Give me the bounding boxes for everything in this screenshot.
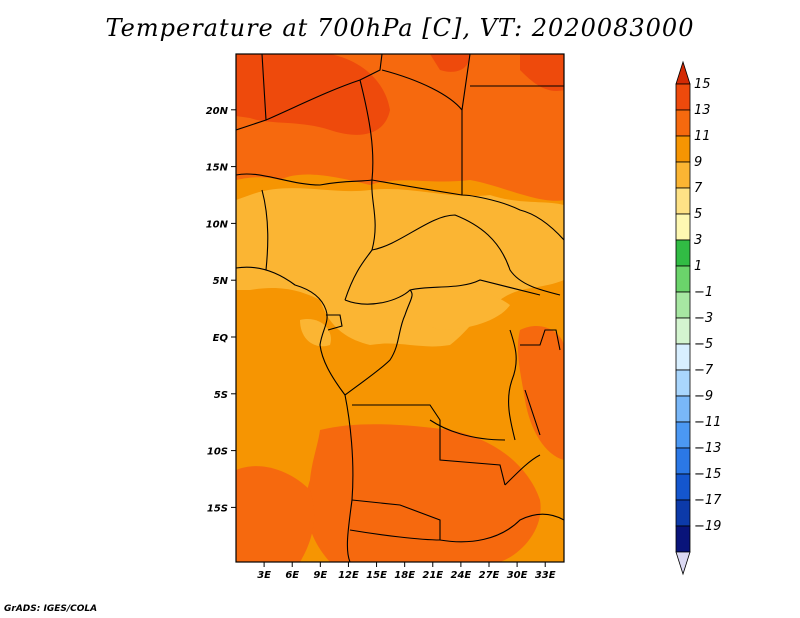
colorbar-swatch <box>675 473 691 501</box>
colorbar-label: −9 <box>694 389 713 404</box>
lon-tick-label: 15E <box>366 570 387 581</box>
colorbar-label: −19 <box>694 519 721 534</box>
country-borders <box>236 54 564 562</box>
colorbar-swatch <box>675 421 691 449</box>
colorbar-label: −11 <box>694 415 721 430</box>
lon-tick-label: 12E <box>338 570 359 581</box>
lat-tick-label: 10N <box>206 219 229 230</box>
colorbar-swatch <box>675 343 691 371</box>
lon-tick-label: 3E <box>257 570 271 581</box>
colorbar-swatch <box>675 265 691 293</box>
plot-frame <box>235 53 565 563</box>
colorbar-label: −3 <box>694 311 713 326</box>
colorbar-bottom-arrow <box>675 551 691 576</box>
grads-credit: GrADS: IGES/COLA <box>4 604 98 614</box>
colorbar-label: −7 <box>694 363 714 378</box>
lon-tick-label: 18E <box>394 570 415 581</box>
colorbar-swatch <box>675 395 691 423</box>
lat-tick-label: 5S <box>214 390 228 401</box>
colorbar-label: −1 <box>694 285 713 300</box>
colorbar-swatch <box>675 291 691 319</box>
lat-tick-label: EQ <box>213 333 229 344</box>
colorbar-label: 5 <box>694 207 702 222</box>
lat-tick-label: 15S <box>207 503 228 514</box>
colorbar-label: −17 <box>694 493 722 508</box>
colorbar-swatch <box>675 109 691 137</box>
colorbar-label: 7 <box>694 181 703 196</box>
colorbar-swatch <box>675 135 691 163</box>
colorbar-label: 15 <box>694 77 711 92</box>
lat-tick-label: 10S <box>207 447 228 458</box>
lat-tick-label: 20N <box>206 106 229 117</box>
colorbar-label: 13 <box>694 103 711 118</box>
latitude-axis: 20N 15N 10N 5N EQ 5S 10S 15S <box>206 106 236 514</box>
colorbar-label: −13 <box>694 441 721 456</box>
lon-tick-label: 6E <box>285 570 299 581</box>
lon-tick-label: 21E <box>422 570 443 581</box>
lon-tick-label: 30E <box>507 570 528 581</box>
colorbar-label: 3 <box>694 233 702 248</box>
colorbar-swatch <box>675 525 691 553</box>
lon-tick-label: 9E <box>313 570 327 581</box>
colorbar-swatch <box>675 83 691 111</box>
lon-tick-label: 33E <box>535 570 556 581</box>
colorbar-label: −15 <box>694 467 721 482</box>
colorbar-swatch <box>675 161 691 189</box>
lat-tick-label: 15N <box>206 163 229 174</box>
colorbar-swatch <box>675 369 691 397</box>
colorbar-top-arrow <box>675 60 691 85</box>
temperature-field <box>236 54 564 562</box>
colorbar-label: 11 <box>694 129 711 144</box>
colorbar-swatch <box>675 499 691 527</box>
colorbar: 15 13 11 9 7 5 3 1 −1 −3 −5 −7 −9 −11 −13 −15 −17 −19 <box>675 60 722 576</box>
colorbar-swatch <box>675 187 691 215</box>
lon-tick-label: 24E <box>451 570 472 581</box>
colorbar-label: 1 <box>694 259 702 274</box>
colorbar-swatch <box>675 213 691 241</box>
colorbar-swatch <box>675 447 691 475</box>
colorbar-label: −5 <box>694 337 713 352</box>
lat-tick-label: 5N <box>213 276 229 287</box>
longitude-axis: 3E 6E 9E 12E 15E 18E 21E 24E 27E 30E 33E <box>257 562 556 581</box>
colorbar-swatch <box>675 239 691 267</box>
map-title: Temperature at 700hPa [C], VT: 202008300… <box>105 14 695 42</box>
colorbar-swatch <box>675 317 691 345</box>
colorbar-label: 9 <box>694 155 702 170</box>
lon-tick-label: 27E <box>479 570 500 581</box>
